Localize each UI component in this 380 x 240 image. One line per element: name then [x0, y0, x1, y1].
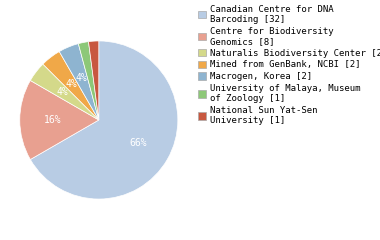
Text: 16%: 16%: [44, 115, 62, 125]
Wedge shape: [78, 42, 99, 120]
Text: 4%: 4%: [57, 87, 68, 97]
Wedge shape: [59, 44, 99, 120]
Wedge shape: [20, 80, 99, 160]
Text: 4%: 4%: [65, 79, 77, 89]
Wedge shape: [30, 64, 99, 120]
Wedge shape: [43, 52, 99, 120]
Text: 4%: 4%: [75, 73, 87, 83]
Text: 66%: 66%: [130, 138, 147, 148]
Legend: Canadian Centre for DNA
Barcoding [32], Centre for Biodiversity
Genomics [8], Na: Canadian Centre for DNA Barcoding [32], …: [198, 5, 380, 125]
Wedge shape: [30, 41, 178, 199]
Wedge shape: [89, 41, 99, 120]
